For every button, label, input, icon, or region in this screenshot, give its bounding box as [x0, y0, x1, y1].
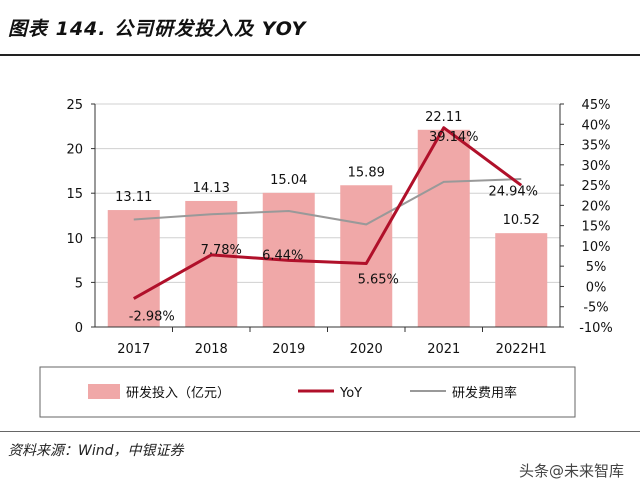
y-left-tick-label: 10 [66, 232, 83, 247]
chart-title: 图表 144. 公司研发投入及 YOY [8, 18, 307, 40]
x-tick-label: 2020 [350, 342, 383, 357]
y-left-tick-label: 0 [75, 321, 83, 336]
ratio-line [133, 178, 522, 226]
x-tick-label: 2022H1 [496, 342, 547, 357]
source-rule [0, 431, 640, 432]
y-left-tick-label: 25 [66, 98, 83, 113]
data-labels: 13.11 14.13 15.04 15.89 22.11 10.52 -2.98% 7.78… [115, 110, 540, 325]
yoy-value-label: 6.44% [262, 248, 303, 263]
x-tick-label: 2018 [195, 342, 228, 357]
x-tick-label: 2019 [272, 342, 305, 357]
y-right-tick-label: 0% [586, 280, 607, 295]
bar-value-label: 15.89 [348, 165, 385, 180]
y-left-tick-label: 5 [75, 276, 83, 291]
yoy-value-label: 5.65% [358, 273, 399, 288]
y-right-tick-label: 25% [582, 179, 611, 194]
bar-value-label: 22.11 [425, 110, 462, 125]
gridlines [95, 103, 560, 283]
bar [107, 210, 160, 327]
yoy-value-label: 7.78% [201, 243, 242, 258]
y-right-tick-label: 40% [582, 118, 611, 133]
y-left-tick-label: 20 [66, 143, 83, 158]
legend-label: YoY [339, 386, 362, 401]
bar-value-label: 15.04 [270, 173, 307, 188]
source-note: 资料来源：Wind，中银证券 [8, 443, 184, 459]
y-right-tick-label: 5% [586, 260, 607, 275]
chart-canvas: 13.11 14.13 15.04 15.89 22.11 10.52 -2.98% 7.78… [39, 98, 613, 418]
bar-value-label: 13.11 [115, 190, 152, 205]
watermark: 头条@未来智库 [512, 458, 630, 483]
x-tick-label: 2021 [427, 342, 460, 357]
yoy-value-label: 39.14% [429, 130, 479, 145]
title-rule [0, 54, 640, 56]
y-right-tick-label: 20% [582, 199, 611, 214]
yoy-value-label: 24.94% [488, 184, 538, 199]
y-right-tick-label: 10% [582, 240, 611, 255]
legend-box [39, 366, 576, 418]
legend-swatch-bar [88, 384, 120, 399]
bar-value-label: 14.13 [193, 181, 230, 196]
y-left-tick-label: 15 [66, 187, 83, 202]
axes: 0 5 10 15 20 25 -10% -5% 0% 5% 10% 15% 20% 25% 30% 35% 4… [66, 98, 612, 357]
y-right-tick-label: 30% [582, 159, 611, 174]
yoy-value-label: -2.98% [129, 310, 175, 325]
bar [417, 129, 470, 327]
legend-label: 研发投入（亿元） [126, 385, 230, 401]
bars [107, 129, 548, 327]
y-right-tick-label: -5% [583, 301, 608, 316]
x-tick-label: 2017 [117, 342, 150, 357]
yoy-line [133, 126, 523, 300]
legend: 研发投入（亿元） YoY 研发费用率 [39, 366, 576, 418]
bar [340, 185, 393, 327]
legend-label: 研发费用率 [452, 385, 517, 401]
y-right-tick-label: 35% [582, 139, 611, 154]
y-right-tick-label: -10% [579, 321, 613, 336]
y-right-tick-label: 15% [582, 220, 611, 235]
bar [495, 233, 548, 327]
lines [133, 126, 523, 300]
bar-value-label: 10.52 [503, 213, 540, 228]
y-right-tick-label: 45% [582, 98, 611, 113]
